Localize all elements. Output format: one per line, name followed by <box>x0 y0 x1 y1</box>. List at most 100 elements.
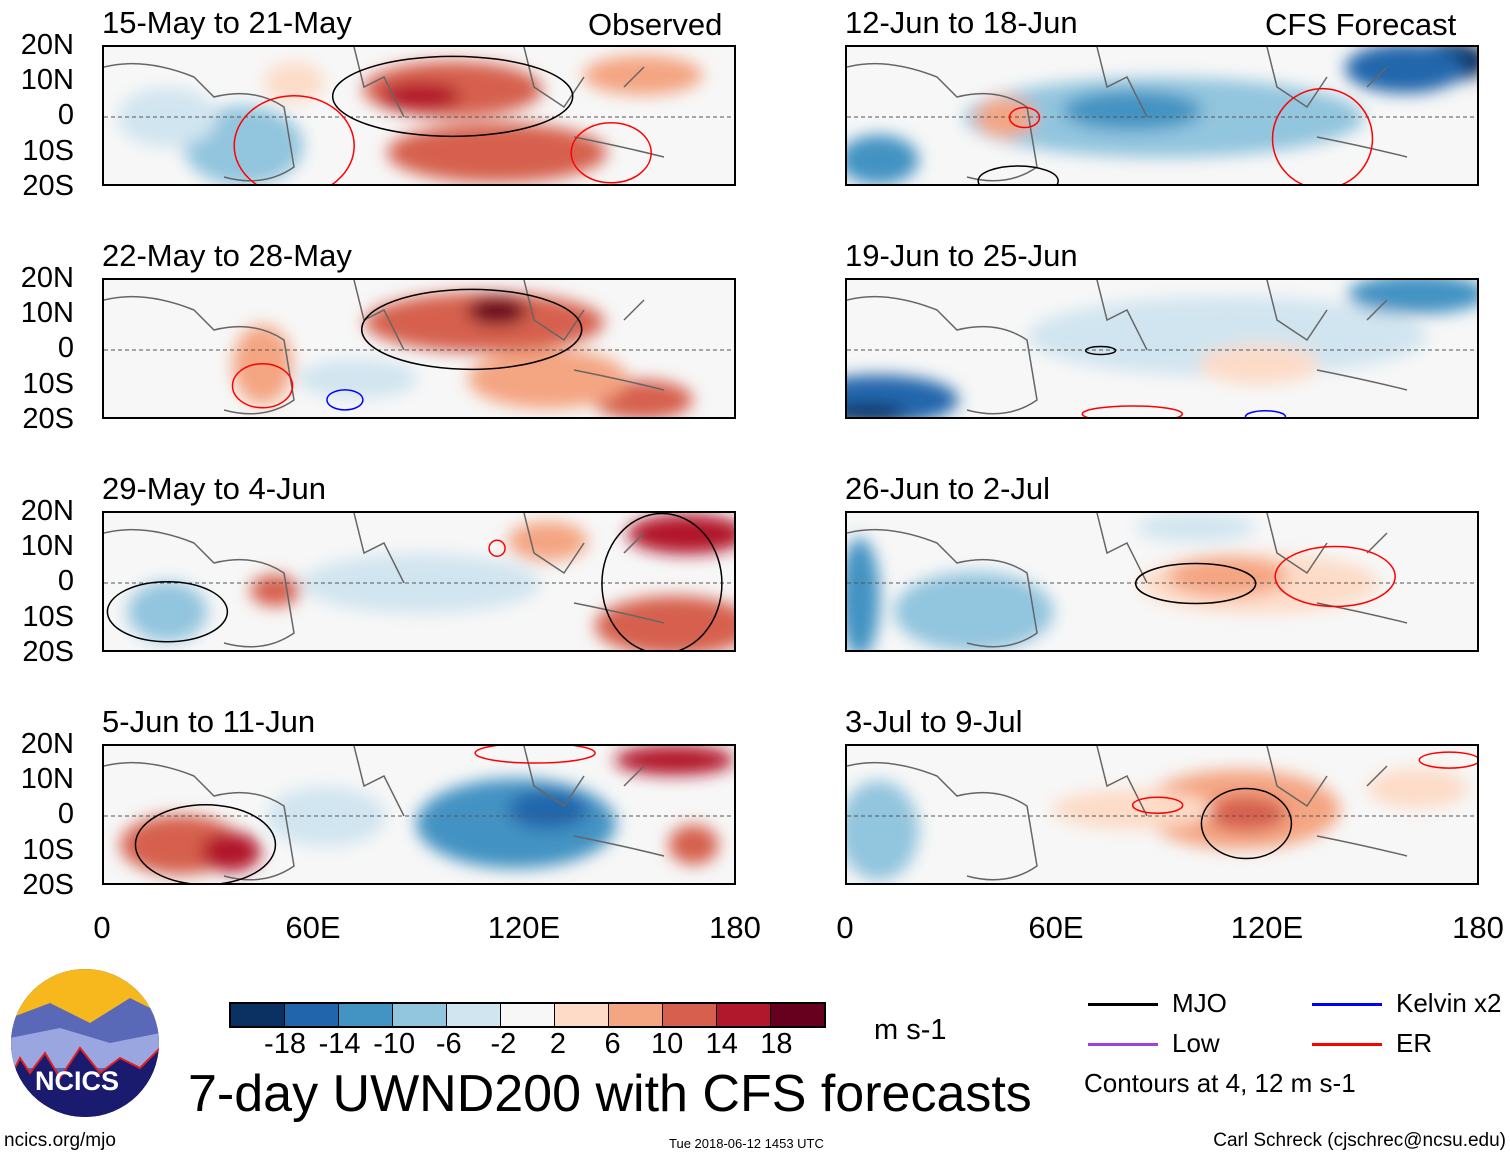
legend-label: MJO <box>1172 988 1227 1018</box>
anomaly-region <box>1347 280 1477 315</box>
coastline <box>847 280 1408 415</box>
forecast-header: CFS Forecast <box>1265 7 1457 42</box>
map-field <box>104 47 734 184</box>
colorbar <box>229 1002 826 1028</box>
anomaly-region <box>265 786 386 847</box>
map-panel-right-4 <box>845 744 1479 885</box>
anomaly-region <box>381 82 461 111</box>
wave-contour <box>601 513 723 650</box>
legend-line-mjo <box>1088 1003 1158 1006</box>
colorbar-swatch <box>501 1004 555 1026</box>
footer-credit: Carl Schreck (cjschrec@ncsu.edu) <box>1213 1130 1506 1151</box>
map-field <box>847 746 1477 881</box>
anomaly-region <box>1062 90 1203 131</box>
lat-label: 20S <box>22 169 74 202</box>
map-field <box>104 746 734 883</box>
colorbar-swatch <box>555 1004 609 1026</box>
anomaly-region <box>847 780 919 881</box>
wave-contour <box>134 803 277 883</box>
lat-label: 10N <box>20 763 74 796</box>
colorbar-swatch <box>447 1004 501 1026</box>
wave-contour <box>1081 405 1184 417</box>
coastline <box>104 746 665 881</box>
wave-contour <box>1271 87 1374 184</box>
map-field <box>847 47 1477 184</box>
map-panel-right-1 <box>845 45 1479 186</box>
map-panel-left-1 <box>102 45 736 186</box>
contours-note: Contours at 4, 12 m s-1 <box>1084 1068 1356 1098</box>
colorbar-swatch <box>339 1004 393 1026</box>
footer-url[interactable]: ncics.org/mjo <box>4 1130 116 1151</box>
colorbar-swatch <box>717 1004 771 1026</box>
anomaly-region <box>614 746 734 776</box>
legend-label: Kelvin x2 <box>1396 988 1502 1018</box>
lat-label: 20N <box>20 29 74 61</box>
map-panel-left-2 <box>102 278 736 419</box>
wave-contour <box>231 363 294 409</box>
colorbar-units: m s-1 <box>874 1014 947 1046</box>
colorbar-tick: -18 <box>264 1028 306 1060</box>
lat-label: 0 <box>57 99 74 132</box>
lon-label: 180 <box>1452 910 1504 945</box>
logo: NCICS <box>10 968 160 1118</box>
colorbar-swatch <box>609 1004 663 1026</box>
colorbar-tick: -10 <box>373 1028 416 1060</box>
lat-label: 10N <box>20 530 74 563</box>
wave-contour <box>233 94 355 184</box>
wave-contour <box>1008 106 1041 129</box>
anomaly-region <box>594 595 734 650</box>
lat-label: 10S <box>22 833 74 866</box>
wave-contour <box>360 288 583 371</box>
wave-contour <box>1274 545 1396 608</box>
panel-title: 19-Jun to 25-Jun <box>845 238 1078 273</box>
anomaly-region <box>847 134 919 184</box>
lat-label: 20S <box>22 402 74 435</box>
anomaly-region <box>1206 795 1287 832</box>
anomaly-region <box>1135 513 1256 543</box>
colorbar-tick: 10 <box>651 1028 684 1060</box>
colorbar-tick: 18 <box>760 1028 793 1060</box>
lat-label: 0 <box>57 798 74 831</box>
coastline <box>847 746 1408 881</box>
colorbar-tick: -2 <box>490 1028 517 1060</box>
panel-title: 3-Jul to 9-Jul <box>845 704 1023 739</box>
panel-title: 5-Jun to 11-Jun <box>102 704 316 739</box>
legend-label: ER <box>1396 1028 1433 1058</box>
lat-label: 10S <box>22 367 74 400</box>
anomaly-region <box>1199 344 1320 385</box>
colorbar-tick: 14 <box>705 1028 738 1060</box>
anomaly-region <box>975 97 1036 138</box>
anomaly-region <box>1367 768 1468 809</box>
anomaly-region <box>297 358 418 399</box>
anomaly-region <box>582 55 703 96</box>
wave-contour <box>1418 751 1477 769</box>
colorbar-tick: 2 <box>549 1028 567 1060</box>
colorbar-tick: 6 <box>604 1028 621 1060</box>
wave-contour <box>331 55 574 138</box>
lat-label: 10N <box>20 64 74 97</box>
map-field <box>847 513 1477 650</box>
map-panel-right-3 <box>845 511 1479 652</box>
lat-label: 20S <box>22 635 74 668</box>
anomaly-region <box>1344 47 1465 94</box>
anomaly-region <box>387 122 608 183</box>
colorbar-swatch <box>231 1004 285 1026</box>
lon-label: 120E <box>1230 910 1304 945</box>
lat-label: 20N <box>20 728 74 760</box>
footer-timestamp: Tue 2018-06-12 1453 UTC <box>669 1136 824 1151</box>
lon-label: 120E <box>487 910 561 945</box>
anomaly-region <box>668 824 719 865</box>
wave-contour <box>326 389 364 411</box>
anomaly-region <box>127 581 208 642</box>
lon-label: 60E <box>1028 910 1084 945</box>
lat-label: 10S <box>22 134 74 167</box>
coastline <box>847 47 1408 182</box>
anomaly-region <box>467 348 628 409</box>
observed-header: Observed <box>588 7 723 42</box>
wave-contour <box>570 122 652 184</box>
coastline <box>104 513 665 648</box>
wave-contour <box>1134 562 1257 605</box>
wave-contour <box>1200 787 1293 860</box>
figure-title: 7-day UWND200 with CFS forecasts <box>188 1065 1032 1123</box>
anomaly-region <box>250 574 301 607</box>
